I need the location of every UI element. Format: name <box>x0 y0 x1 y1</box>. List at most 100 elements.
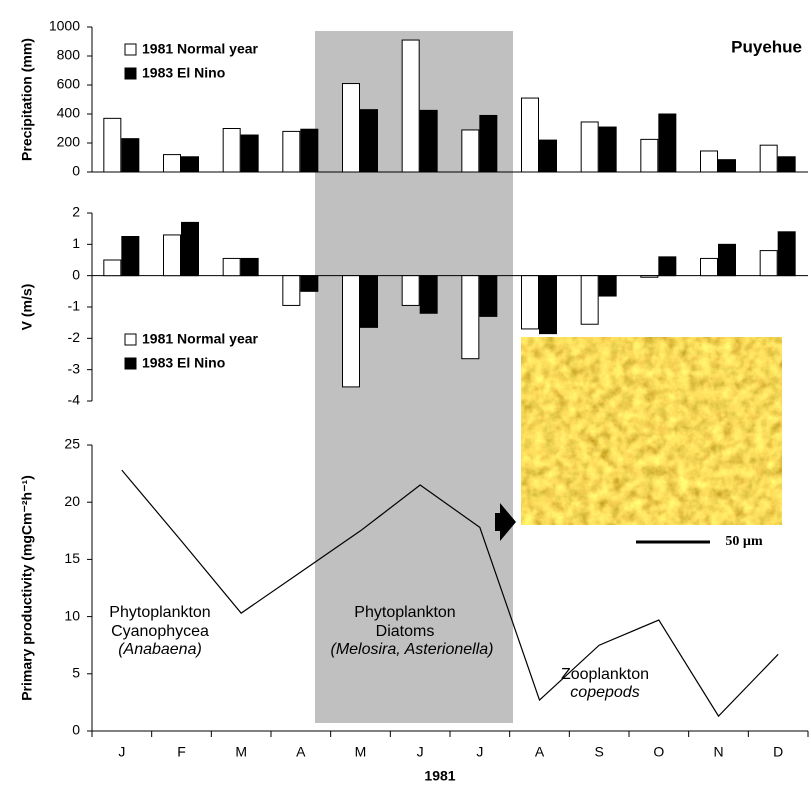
bar <box>701 151 718 172</box>
x-tick-label: F <box>177 744 186 760</box>
annotation: Zooplankton <box>561 666 649 683</box>
bar <box>719 160 736 172</box>
bar <box>343 276 360 387</box>
y-tick-label: 0 <box>72 266 80 282</box>
bar <box>480 276 497 317</box>
bar <box>522 276 539 329</box>
bar <box>581 122 598 172</box>
x-axis-label: 1981 <box>424 768 455 784</box>
y-tick-label: -3 <box>68 360 81 376</box>
bar <box>641 276 658 278</box>
y-axis-label: V (m/s) <box>19 284 35 331</box>
bar <box>402 276 419 306</box>
legend-label: 1981 Normal year <box>142 41 259 57</box>
x-tick-label: J <box>417 744 424 760</box>
y-tick-label: 400 <box>57 105 81 121</box>
x-tick-label: A <box>296 744 306 760</box>
bar <box>402 40 419 172</box>
annotation: (Melosira, Asterionella) <box>330 641 493 658</box>
legend-swatch <box>125 44 136 55</box>
y-axis-label: Primary productivity (mgCm⁻²h⁻¹) <box>19 475 35 701</box>
y-tick-label: 0 <box>72 722 80 738</box>
bar <box>480 115 497 172</box>
y-tick-label: -2 <box>68 329 81 345</box>
annotation: Cyanophycea <box>111 623 209 640</box>
y-tick-label: 2 <box>72 204 80 220</box>
bar <box>462 130 479 172</box>
legend-swatch <box>125 358 136 369</box>
bar <box>283 276 300 306</box>
bar <box>420 110 437 172</box>
y-tick-label: 25 <box>64 436 80 452</box>
bar <box>223 129 240 173</box>
annotation: 50 µm <box>725 534 763 549</box>
legend-label: 1981 Normal year <box>142 331 259 347</box>
legend-label: 1983 El Nino <box>142 65 225 81</box>
y-tick-label: -4 <box>68 392 81 408</box>
bar <box>361 276 378 328</box>
y-axis-label: Precipitation (mm) <box>19 38 35 161</box>
bar <box>659 257 676 276</box>
bar <box>301 129 318 172</box>
x-tick-label: J <box>476 744 483 760</box>
x-tick-label: M <box>355 744 367 760</box>
bar <box>343 84 360 172</box>
annotation: copepods <box>570 684 639 701</box>
legend-swatch <box>125 68 136 79</box>
bar <box>719 244 736 275</box>
bar <box>599 127 616 172</box>
y-tick-label: 600 <box>57 76 81 92</box>
bar <box>462 276 479 359</box>
bar <box>778 232 795 276</box>
bar <box>104 260 121 276</box>
bar <box>760 145 777 172</box>
bar <box>122 139 139 172</box>
bar <box>760 251 777 276</box>
bar <box>104 118 121 172</box>
bar <box>540 140 557 172</box>
bar <box>241 135 258 172</box>
bar <box>223 258 240 275</box>
bar <box>778 157 795 172</box>
micrograph <box>521 337 782 525</box>
bar <box>540 276 557 334</box>
y-tick-label: 5 <box>72 665 80 681</box>
y-tick-label: 10 <box>64 607 80 623</box>
y-tick-label: 20 <box>64 493 80 509</box>
y-tick-label: -1 <box>68 298 81 314</box>
y-tick-label: 0 <box>72 163 80 179</box>
y-tick-label: 200 <box>57 134 81 150</box>
bar <box>283 131 300 172</box>
bar <box>164 235 181 276</box>
y-tick-label: 1000 <box>49 18 80 34</box>
x-tick-label: D <box>773 744 783 760</box>
bar <box>241 258 258 275</box>
y-tick-label: 15 <box>64 550 80 566</box>
bar <box>361 110 378 172</box>
x-tick-label: M <box>235 744 247 760</box>
bar <box>301 276 318 292</box>
bar <box>522 98 539 172</box>
annotation: Diatoms <box>376 623 435 640</box>
x-tick-label: A <box>535 744 545 760</box>
bar <box>420 276 437 314</box>
x-tick-label: J <box>118 744 125 760</box>
chart: 02004006008001000Precipitation (mm)Puyeh… <box>0 0 811 789</box>
y-tick-label: 1 <box>72 235 80 251</box>
y-tick-label: 800 <box>57 47 81 63</box>
x-tick-label: S <box>594 744 603 760</box>
bar <box>659 114 676 172</box>
annotation: Phytoplankton <box>109 604 210 621</box>
bar <box>164 155 181 172</box>
x-tick-label: N <box>713 744 723 760</box>
bar <box>182 157 199 172</box>
annotation: (Anabaena) <box>118 641 202 658</box>
bar <box>182 222 199 275</box>
bar <box>641 139 658 172</box>
x-tick-label: O <box>653 744 664 760</box>
chart-title: Puyehue <box>731 37 802 56</box>
bar <box>581 276 598 325</box>
bar <box>701 258 718 275</box>
legend-swatch <box>125 334 136 345</box>
legend-label: 1983 El Nino <box>142 355 225 371</box>
